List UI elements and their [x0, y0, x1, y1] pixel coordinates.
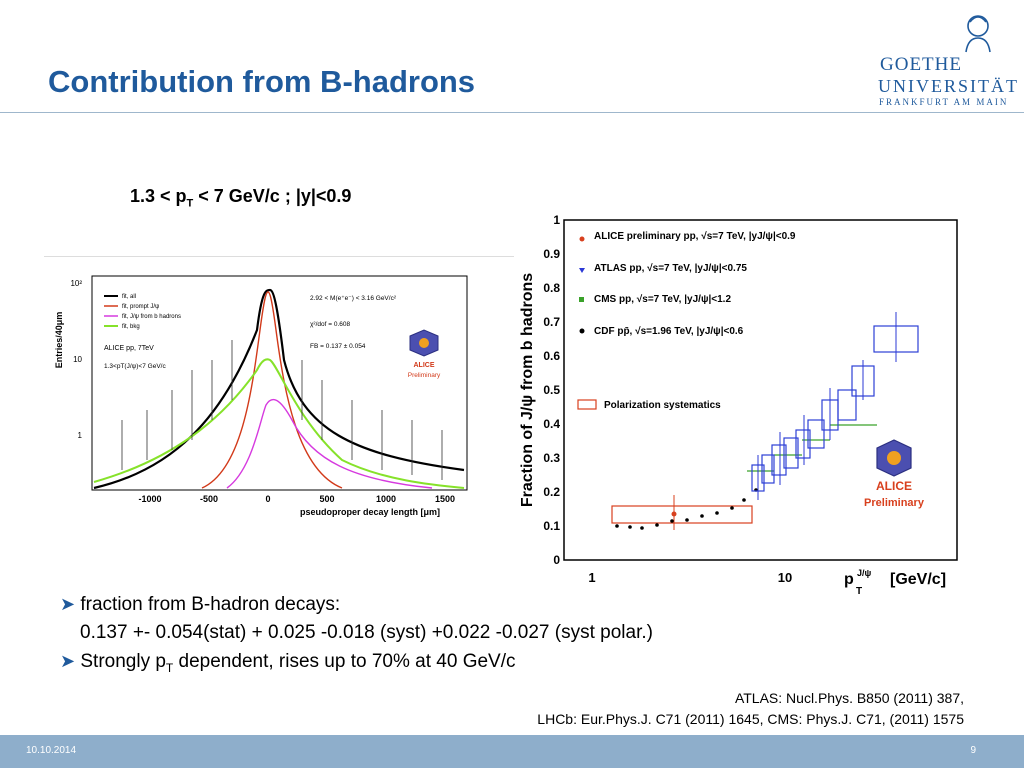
atlas-error-bars	[757, 312, 897, 500]
left-plot-chi2: χ²/dof = 0.608	[310, 321, 350, 328]
footer-page-number: 9	[970, 745, 976, 756]
slide-title: Contribution from B-hadrons	[48, 64, 476, 99]
kinematic-range-pre: 1.3 < p	[130, 186, 187, 206]
fit-b-hadron-curve	[226, 398, 433, 489]
left-xtick-m500: -500	[200, 494, 218, 504]
left-ytick-100: 10²	[70, 279, 82, 288]
right-plot-ylabel: Fraction of J/ψ from b hadrons	[519, 273, 536, 507]
fit-bkg-curve	[93, 358, 465, 489]
right-xtick-1: 1	[588, 570, 595, 585]
right-plot-frame	[563, 219, 958, 561]
right-ytick-0.2: 0.2	[543, 485, 560, 499]
right-ytick-0.8: 0.8	[543, 281, 560, 295]
bullet-1-text: fraction from B-hadron decays:	[80, 594, 341, 615]
right-ytick-0.9: 0.9	[543, 247, 560, 261]
bullet-2-pre: Strongly p	[80, 651, 166, 672]
footer-date: 10.10.2014	[26, 745, 77, 756]
kinematic-range: 1.3 < pT < 7 GeV/c ; |y|<0.9	[130, 186, 351, 210]
goethe-portrait-icon	[965, 15, 991, 53]
legend-fit-b-hadron: fit, J/ψ from b hadrons	[122, 314, 181, 320]
legend-marker-alice	[579, 236, 585, 242]
left-xtick-0: 0	[265, 494, 270, 504]
right-xlabel-sub: T	[856, 586, 862, 597]
left-xtick-500: 500	[319, 494, 334, 504]
left-plot-info1: ALICE pp, 7TeV	[104, 345, 154, 352]
decay-length-plot: Entries/40μm 10² 10 1 -1000 -500 0 500 1…	[54, 275, 468, 517]
bullet-1-detail: 0.137 +- 0.054(stat) + 0.025 -0.018 (sys…	[60, 619, 653, 647]
legend-marker-atlas	[579, 268, 585, 273]
left-plot-ylabel: Entries/40μm	[54, 312, 64, 369]
bullet-arrow-icon: ➤	[60, 594, 76, 614]
right-xlabel-sup: J/ψ	[857, 568, 872, 578]
right-yticks: 0 0.1 0.2 0.3 0.4 0.5 0.6 0.7 0.8 0.9 1	[543, 213, 560, 567]
left-ytick-1: 1	[78, 431, 83, 440]
right-ytick-0.7: 0.7	[543, 315, 560, 329]
legend-alice: ALICE preliminary pp, √s=7 TeV, |yJ/ψ|<0…	[594, 231, 796, 242]
alice-point	[671, 511, 677, 517]
legend-fit-all: fit, all	[122, 294, 136, 300]
b-fraction-plot: Fraction of J/ψ from b hadrons 0 0.1 0.2…	[519, 213, 958, 597]
bullet-2-sub: T	[165, 660, 174, 675]
right-ytick-0.4: 0.4	[543, 417, 560, 431]
left-plot-info2: 1.3<pT(J/ψ)<7 GeV/c	[104, 363, 166, 370]
logo-line-city: FRANKFURT AM MAIN	[879, 97, 1009, 107]
legend-marker-cms	[579, 297, 584, 302]
logo-line-universitat: UNIVERSITÄT	[878, 76, 1019, 96]
section-divider	[44, 256, 514, 257]
left-xtick-m1000: -1000	[138, 494, 161, 504]
bullet-2-post: dependent, rises up to 70% at 40 GeV/c	[173, 651, 516, 672]
right-ytick-0.1: 0.1	[543, 519, 560, 533]
university-logo: GOETHE UNIVERSITÄT FRANKFURT AM MAIN	[868, 10, 1019, 107]
left-ytick-10: 10	[73, 355, 82, 364]
alice-badge-right	[876, 439, 912, 477]
right-xlabel-p: p	[844, 571, 854, 588]
left-xtick-1500: 1500	[435, 494, 455, 504]
logo-line-goethe: GOETHE	[880, 54, 962, 75]
kinematic-range-sub: T	[186, 197, 194, 210]
legend-atlas: ATLAS pp, √s=7 TeV, |yJ/ψ|<0.75	[594, 263, 747, 274]
alice-badge-left-prelim: Preliminary	[408, 372, 441, 379]
bullet-2: ➤ Strongly pT dependent, rises up to 70%…	[60, 647, 653, 682]
reference-line-2: LHCb: Eur.Phys.J. C71 (2011) 1645, CMS: …	[537, 711, 964, 727]
right-ytick-0: 0	[553, 553, 560, 567]
legend-polarization-swatch	[577, 399, 597, 410]
bullet-arrow-icon: ➤	[60, 651, 76, 671]
right-ytick-1: 1	[553, 213, 560, 227]
alice-badge-left	[409, 329, 439, 357]
footer-bar: 10.10.2014 9	[0, 735, 1024, 768]
right-ytick-0.6: 0.6	[543, 349, 560, 363]
right-ytick-0.5: 0.5	[543, 383, 560, 397]
alice-syst-box	[611, 505, 753, 524]
bullet-1-detail-text: 0.137 +- 0.054(stat) + 0.025 -0.018 (sys…	[80, 622, 653, 643]
right-xtick-10: 10	[778, 570, 792, 585]
right-ytick-0.3: 0.3	[543, 451, 560, 465]
alice-badge-right-label: ALICE	[876, 479, 912, 493]
legend-marker-cdf	[579, 328, 585, 334]
legend-fit-bkg: fit, bkg	[122, 324, 140, 330]
left-plot-xlabel: pseudoproper decay length [μm]	[300, 507, 440, 517]
references: ATLAS: Nucl.Phys. B850 (2011) 387, LHCb:…	[537, 688, 964, 730]
fit-prompt-curve	[201, 291, 343, 489]
reference-line-1: ATLAS: Nucl.Phys. B850 (2011) 387,	[734, 690, 964, 706]
left-plot-frame	[91, 275, 468, 491]
right-xlabel-unit: [GeV/c]	[890, 571, 946, 588]
legend-cms: CMS pp, √s=7 TeV, |yJ/ψ|<1.2	[594, 294, 731, 305]
data-error-bars	[121, 340, 443, 480]
bullet-1: ➤ fraction from B-hadron decays:	[60, 590, 653, 619]
left-plot-mass-window: 2.92 < M(e⁺e⁻) < 3.16 GeV/c²	[310, 295, 397, 302]
fit-all-curve	[93, 288, 465, 490]
alice-badge-left-label: ALICE	[414, 362, 435, 369]
left-xtick-1000: 1000	[376, 494, 396, 504]
left-plot-fb: FB = 0.137 ± 0.054	[310, 343, 366, 350]
title-divider	[0, 112, 1024, 113]
legend-polarization: Polarization systematics	[604, 400, 721, 411]
legend-fit-prompt: fit, prompt J/ψ	[122, 304, 159, 310]
kinematic-range-post: < 7 GeV/c ; |y|<0.9	[193, 186, 352, 206]
bullet-list: ➤ fraction from B-hadron decays: 0.137 +…	[60, 590, 653, 682]
legend-cdf: CDF pp̄, √s=1.96 TeV, |yJ/ψ|<0.6	[594, 326, 744, 337]
alice-badge-right-prelim: Preliminary	[864, 497, 925, 509]
